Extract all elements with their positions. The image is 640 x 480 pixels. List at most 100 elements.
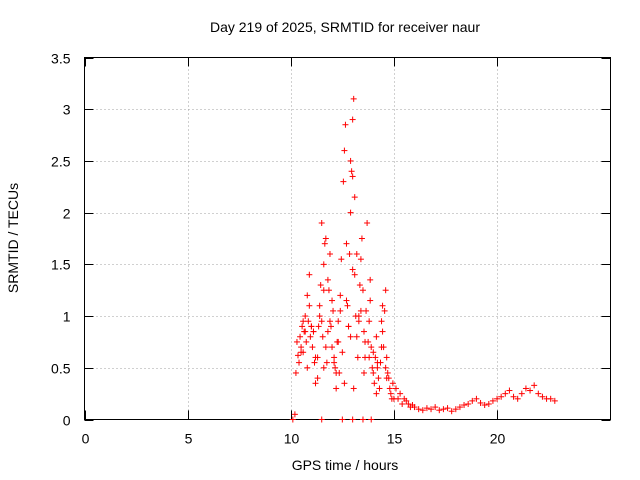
data-point bbox=[340, 178, 347, 185]
data-point bbox=[522, 385, 529, 392]
data-point bbox=[473, 395, 480, 402]
data-point bbox=[303, 338, 310, 345]
data-point bbox=[320, 364, 327, 371]
data-point bbox=[319, 333, 326, 340]
data-point bbox=[292, 369, 299, 376]
data-point bbox=[299, 323, 306, 330]
data-point bbox=[306, 302, 313, 309]
data-point bbox=[343, 297, 350, 304]
data-point bbox=[395, 395, 402, 402]
data-point bbox=[325, 287, 332, 294]
data-point bbox=[307, 333, 314, 340]
data-point bbox=[405, 400, 412, 407]
data-point bbox=[351, 271, 358, 278]
data-point bbox=[294, 352, 301, 359]
data-point bbox=[374, 364, 381, 371]
data-point bbox=[331, 354, 338, 361]
y-tick-label: 2.5 bbox=[51, 154, 71, 170]
y-tick-label: 2 bbox=[63, 206, 71, 222]
y-tick-label: 0 bbox=[63, 413, 71, 429]
data-point bbox=[349, 266, 356, 273]
axis-ticks: 0 0.5 1 1.5 2 2.5 3 3.5 0 5 10 15 20 bbox=[51, 51, 611, 447]
data-point bbox=[311, 359, 318, 366]
data-point bbox=[298, 344, 305, 351]
data-points bbox=[289, 95, 558, 423]
x-tick-label: 20 bbox=[490, 431, 506, 447]
data-point bbox=[304, 292, 311, 299]
data-point bbox=[531, 382, 538, 389]
data-point bbox=[329, 297, 336, 304]
data-point bbox=[323, 359, 330, 366]
data-point bbox=[551, 397, 558, 404]
data-point bbox=[465, 400, 472, 407]
data-point bbox=[382, 287, 389, 294]
data-point bbox=[322, 344, 329, 351]
data-point bbox=[346, 251, 353, 258]
data-point bbox=[320, 261, 327, 268]
data-point bbox=[355, 313, 362, 320]
data-point bbox=[376, 385, 383, 392]
data-point bbox=[296, 359, 303, 366]
data-point bbox=[432, 404, 439, 411]
data-point bbox=[383, 354, 390, 361]
x-axis-label: GPS time / hours bbox=[292, 457, 399, 473]
data-point bbox=[333, 385, 340, 392]
data-point bbox=[309, 344, 316, 351]
data-point bbox=[359, 287, 366, 294]
data-point bbox=[357, 307, 364, 314]
data-point bbox=[481, 402, 488, 409]
data-point bbox=[502, 390, 509, 397]
data-point bbox=[347, 157, 354, 164]
data-point bbox=[514, 395, 521, 402]
data-point bbox=[335, 338, 342, 345]
data-point bbox=[355, 318, 362, 325]
x-tick-label: 10 bbox=[284, 431, 300, 447]
data-point bbox=[381, 307, 388, 314]
data-point bbox=[339, 349, 346, 356]
data-point bbox=[322, 235, 329, 242]
data-point bbox=[366, 354, 373, 361]
data-point bbox=[374, 359, 381, 366]
data-point bbox=[317, 282, 324, 289]
data-point bbox=[306, 271, 313, 278]
data-point bbox=[318, 318, 325, 325]
data-point bbox=[368, 344, 375, 351]
data-point bbox=[350, 95, 357, 102]
data-point bbox=[428, 406, 435, 413]
data-point bbox=[411, 404, 418, 411]
data-point bbox=[337, 307, 344, 314]
data-point bbox=[371, 380, 378, 387]
data-point bbox=[324, 328, 331, 335]
data-point bbox=[518, 390, 525, 397]
data-point bbox=[415, 406, 422, 413]
data-point bbox=[326, 318, 333, 325]
data-point bbox=[361, 328, 368, 335]
data-point bbox=[326, 251, 333, 258]
data-point bbox=[387, 390, 394, 397]
data-point bbox=[510, 393, 517, 400]
data-point bbox=[389, 380, 396, 387]
data-point bbox=[364, 219, 371, 226]
data-point bbox=[461, 402, 468, 409]
data-point bbox=[527, 387, 534, 394]
data-point bbox=[384, 369, 391, 376]
data-point bbox=[361, 369, 368, 376]
data-point bbox=[329, 344, 336, 351]
x-tick-label: 0 bbox=[82, 431, 90, 447]
data-point bbox=[444, 405, 451, 412]
data-point bbox=[312, 354, 319, 361]
y-tick-label: 3 bbox=[63, 102, 71, 118]
data-point bbox=[359, 416, 366, 423]
data-point bbox=[341, 147, 348, 154]
data-point bbox=[351, 194, 358, 201]
data-point bbox=[348, 168, 355, 175]
data-point bbox=[386, 385, 393, 392]
data-point bbox=[312, 380, 319, 387]
data-point bbox=[356, 282, 363, 289]
data-point bbox=[310, 328, 317, 335]
data-point bbox=[382, 364, 389, 371]
data-point bbox=[330, 307, 337, 314]
data-point bbox=[379, 302, 386, 309]
data-point bbox=[367, 297, 374, 304]
